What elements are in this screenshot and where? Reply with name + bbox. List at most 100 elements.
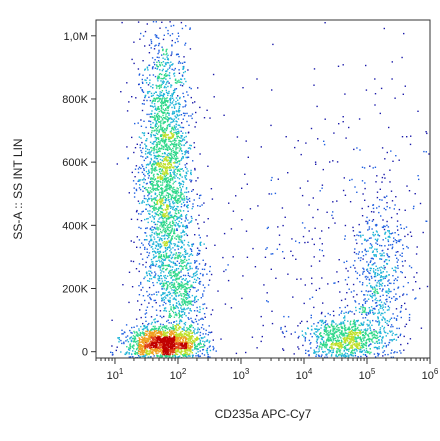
data-point bbox=[133, 348, 135, 350]
data-point bbox=[137, 355, 140, 357]
data-point bbox=[126, 110, 129, 112]
data-point bbox=[398, 159, 400, 161]
data-point bbox=[376, 196, 379, 199]
data-point bbox=[323, 321, 325, 324]
data-point bbox=[174, 154, 176, 156]
data-point bbox=[133, 332, 136, 334]
data-point bbox=[170, 239, 172, 242]
data-point bbox=[187, 241, 190, 244]
data-point bbox=[175, 192, 177, 195]
data-point bbox=[344, 93, 346, 95]
data-point bbox=[164, 117, 166, 119]
data-point bbox=[378, 311, 380, 313]
data-point bbox=[378, 267, 381, 269]
data-point bbox=[180, 192, 183, 194]
data-point bbox=[136, 325, 138, 327]
data-point bbox=[150, 205, 152, 208]
data-point bbox=[391, 267, 393, 270]
data-point bbox=[157, 244, 160, 246]
data-point bbox=[184, 274, 187, 277]
data-point bbox=[167, 265, 170, 267]
data-point bbox=[160, 260, 163, 262]
data-point bbox=[159, 200, 162, 202]
data-point bbox=[370, 286, 372, 289]
data-point bbox=[310, 347, 312, 349]
data-point bbox=[168, 199, 170, 201]
data-point bbox=[192, 281, 195, 284]
data-point bbox=[162, 49, 164, 52]
data-point bbox=[159, 247, 161, 249]
data-point bbox=[155, 34, 158, 37]
data-point bbox=[313, 68, 316, 70]
data-point bbox=[365, 333, 367, 336]
data-point bbox=[173, 75, 176, 77]
data-point bbox=[162, 145, 165, 148]
data-point bbox=[200, 337, 203, 339]
data-point bbox=[164, 243, 167, 245]
data-point bbox=[160, 184, 162, 186]
data-point bbox=[168, 255, 170, 257]
data-point bbox=[167, 145, 170, 147]
data-point bbox=[164, 145, 167, 147]
data-point bbox=[141, 201, 143, 203]
data-point bbox=[151, 100, 154, 102]
data-point bbox=[391, 61, 393, 63]
data-point bbox=[318, 355, 320, 357]
data-point bbox=[316, 345, 319, 347]
data-point bbox=[188, 291, 191, 293]
data-point bbox=[137, 171, 140, 174]
data-point bbox=[203, 346, 205, 348]
data-point bbox=[169, 144, 172, 146]
data-point bbox=[330, 324, 333, 327]
data-point bbox=[368, 332, 371, 335]
data-point bbox=[126, 346, 128, 348]
data-point bbox=[327, 333, 329, 335]
data-point bbox=[149, 296, 151, 299]
data-point bbox=[154, 59, 156, 61]
data-point bbox=[196, 270, 198, 272]
data-point bbox=[184, 153, 186, 156]
data-point bbox=[329, 161, 331, 163]
data-point bbox=[170, 257, 173, 260]
data-point bbox=[364, 239, 367, 241]
data-point bbox=[332, 319, 334, 322]
data-point bbox=[375, 346, 377, 348]
data-point bbox=[360, 340, 362, 342]
data-point bbox=[163, 195, 165, 197]
data-point bbox=[368, 307, 370, 309]
data-point bbox=[177, 223, 179, 225]
data-point bbox=[166, 154, 168, 156]
data-point bbox=[202, 293, 204, 295]
data-point bbox=[376, 239, 378, 242]
data-point bbox=[156, 94, 158, 96]
data-point bbox=[174, 279, 177, 281]
data-point bbox=[204, 344, 206, 347]
data-point bbox=[171, 45, 173, 47]
data-point bbox=[163, 271, 165, 273]
data-point bbox=[138, 136, 141, 138]
data-point bbox=[346, 332, 348, 334]
data-point bbox=[168, 291, 171, 293]
data-point bbox=[351, 347, 353, 349]
data-point bbox=[159, 73, 161, 75]
data-point bbox=[164, 250, 166, 253]
data-point bbox=[386, 205, 388, 208]
data-point bbox=[293, 353, 295, 355]
data-point bbox=[348, 344, 350, 346]
data-point bbox=[185, 191, 188, 194]
data-point bbox=[205, 333, 207, 335]
data-point bbox=[169, 154, 171, 156]
data-point bbox=[187, 317, 189, 319]
data-point bbox=[391, 297, 393, 300]
data-point bbox=[205, 247, 207, 249]
data-point bbox=[159, 256, 162, 258]
data-point bbox=[150, 265, 152, 267]
data-point bbox=[388, 282, 391, 284]
data-point bbox=[209, 356, 211, 358]
data-point bbox=[140, 125, 143, 127]
data-point bbox=[168, 205, 170, 207]
data-point bbox=[202, 284, 204, 286]
data-point bbox=[341, 326, 343, 329]
data-point bbox=[164, 186, 166, 188]
data-point bbox=[395, 240, 398, 242]
